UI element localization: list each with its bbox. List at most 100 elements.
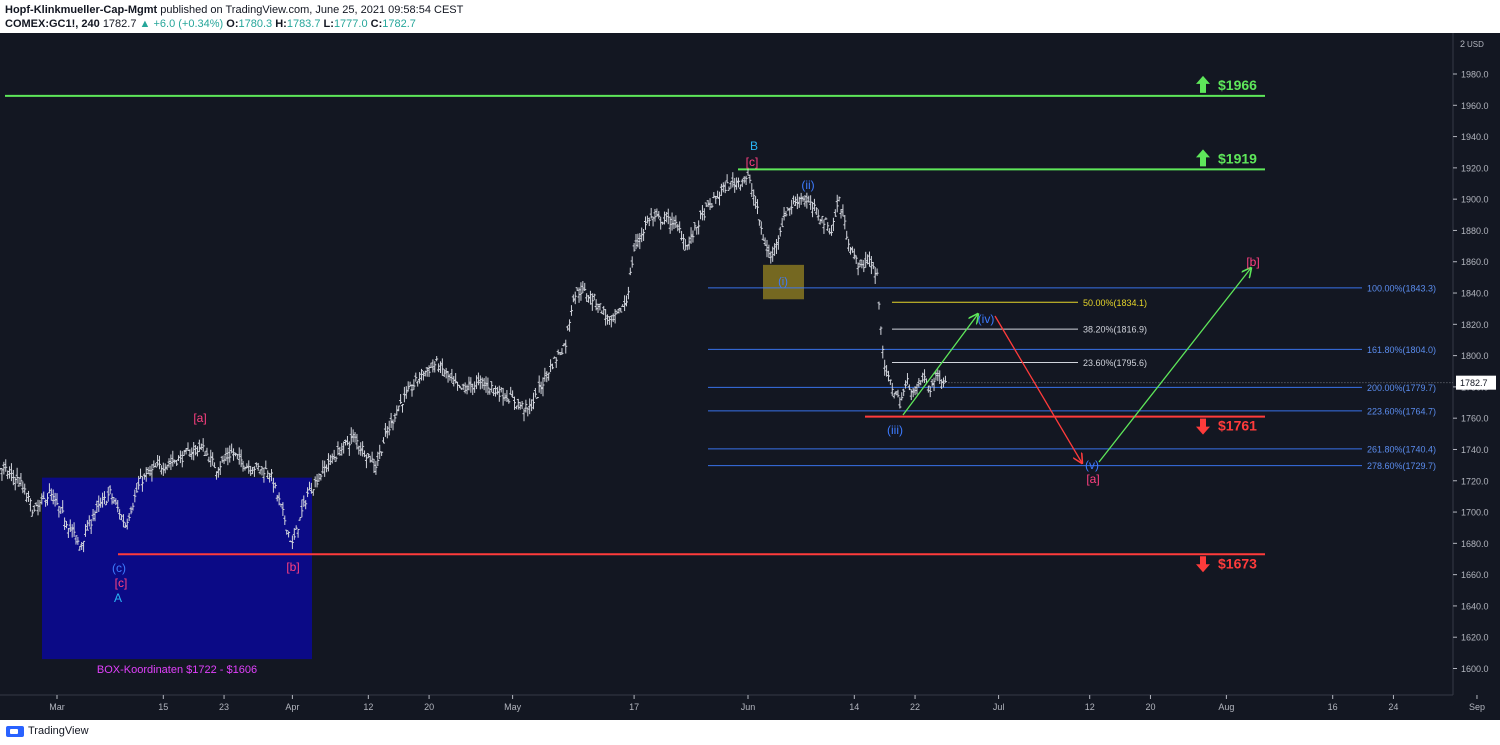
price-tick-label: 1600.0: [1461, 664, 1489, 674]
symbol-label: COMEX:GC1!, 240: [5, 18, 100, 30]
close-value: 1782.7: [382, 18, 416, 30]
price-level-label: $1673: [1218, 555, 1257, 571]
fib-level-label: 200.00%(1779.7): [1367, 383, 1436, 393]
time-tick-label: May: [504, 702, 522, 712]
time-tick-label: 23: [219, 702, 229, 712]
chart-header: Hopf-Klinkmueller-Cap-Mgmt published on …: [0, 0, 1500, 33]
projection-arrow: [994, 315, 1082, 463]
time-tick-label: Apr: [285, 702, 299, 712]
price-tick-label: 1720.0: [1461, 476, 1489, 486]
publisher-line: Hopf-Klinkmueller-Cap-Mgmt published on …: [5, 4, 463, 16]
box-label: BOX-Koordinaten $1722 - $1606: [97, 664, 257, 676]
time-tick-label: 12: [363, 702, 373, 712]
projection-arrow: [1098, 268, 1251, 463]
candles-group: [0, 168, 947, 553]
chart-area[interactable]: 1600.0 1620.0 1640.0 1660.0 1680.0 1700.0 1720…: [0, 33, 1500, 720]
price-level-label: $1761: [1218, 418, 1257, 434]
time-tick-label: 14: [849, 702, 859, 712]
price-tick-label: 1680.0: [1461, 539, 1489, 549]
price-tick-label: 1900.0: [1461, 195, 1489, 205]
symbol-line: COMEX:GC1!, 240 1782.7 ▲ +6.0 (+0.34%) O…: [5, 18, 416, 30]
wave-label: B: [750, 139, 758, 153]
price-tick-label: 1980.0: [1461, 70, 1489, 80]
fib-level-label: 261.80%(1740.4): [1367, 444, 1436, 454]
price-tick-label: 1880.0: [1461, 226, 1489, 236]
wave-label: [c]: [746, 155, 759, 169]
time-tick-label: 15: [158, 702, 168, 712]
price-change: +6.0 (+0.34%): [153, 18, 224, 30]
close-label: C:: [370, 18, 383, 30]
last-price: 1782.7: [102, 18, 137, 30]
low-value: 1777.0: [333, 18, 368, 30]
wave-label: [b]: [1246, 255, 1259, 269]
time-tick-label: 12: [1085, 702, 1095, 712]
tradingview-icon: [6, 725, 24, 737]
last-price-label: 1782.7: [1460, 378, 1488, 388]
price-chart[interactable]: 1600.01620.01640.01660.01680.01700.01720…: [0, 33, 1500, 720]
wave-label: (iv): [978, 312, 995, 326]
price-tick-label: 1840.0: [1461, 289, 1489, 299]
price-level-label: $1919: [1218, 150, 1257, 166]
projection-arrow: [902, 314, 978, 416]
wave-label: (iii): [887, 423, 903, 437]
fib-level-label: 161.80%(1804.0): [1367, 345, 1436, 355]
low-label: L:: [323, 18, 334, 30]
wave-i-label: (i): [778, 276, 788, 288]
time-tick-label: 16: [1328, 702, 1338, 712]
price-axis-scale-icon: 2: [1460, 39, 1465, 49]
price-tick-label: 1760.0: [1461, 414, 1489, 424]
fib-level-label: 278.60%(1729.7): [1367, 461, 1436, 471]
time-tick-label: 22: [910, 702, 920, 712]
time-tick-label: 17: [629, 702, 639, 712]
wave-label: [c]: [115, 576, 128, 590]
up-arrow-icon: [1196, 75, 1210, 93]
wave-label: [a]: [1086, 472, 1099, 486]
price-tick-label: 1920.0: [1461, 163, 1489, 173]
price-tick-label: 1960.0: [1461, 101, 1489, 111]
wave-label: [b]: [286, 560, 299, 574]
fib-level-label: 100.00%(1843.3): [1367, 283, 1436, 293]
wave-label: A: [114, 591, 122, 605]
price-tick-label: 1640.0: [1461, 601, 1489, 611]
chart-footer: TradingView: [0, 720, 1500, 745]
down-arrow-icon: [1196, 556, 1210, 573]
time-tick-label: Mar: [49, 702, 65, 712]
wave-label: (c): [112, 561, 126, 575]
wave-label: (ii): [801, 178, 814, 192]
price-tick-label: 1860.0: [1461, 257, 1489, 267]
time-tick-label: 24: [1388, 702, 1398, 712]
tradingview-brand: TradingView: [28, 725, 89, 737]
down-arrow-icon: [1196, 418, 1210, 435]
high-value: 1783.7: [286, 18, 321, 30]
publisher-name[interactable]: Hopf-Klinkmueller-Cap-Mgmt: [5, 4, 158, 16]
time-tick-label: 20: [424, 702, 434, 712]
price-level-label: $1966: [1218, 77, 1257, 93]
price-tick-label: 1660.0: [1461, 570, 1489, 580]
wave-label: (v): [1085, 458, 1099, 472]
price-tick-label: 1800.0: [1461, 351, 1489, 361]
retracement-label: 23.60%(1795.6): [1083, 358, 1147, 368]
retracement-label: 38.20%(1816.9): [1083, 325, 1147, 335]
open-label: O:: [226, 18, 239, 30]
retracement-label: 50.00%(1834.1): [1083, 298, 1147, 308]
currency-label: USD: [1467, 40, 1484, 49]
time-tick-label: 20: [1145, 702, 1155, 712]
price-tick-label: 1820.0: [1461, 320, 1489, 330]
price-tick-label: 1940.0: [1461, 132, 1489, 142]
time-tick-label: Jun: [741, 702, 756, 712]
price-tick-label: 1700.0: [1461, 508, 1489, 518]
open-value: 1780.3: [238, 18, 273, 30]
price-tick-label: 1620.0: [1461, 633, 1489, 643]
time-tick-label: Aug: [1218, 702, 1234, 712]
wave-i-box: [763, 264, 804, 300]
fib-level-label: 223.60%(1764.7): [1367, 406, 1436, 416]
price-tick-label: 1740.0: [1461, 445, 1489, 455]
time-tick-label: Jul: [993, 702, 1005, 712]
wave-label: [a]: [193, 411, 206, 425]
up-arrow-icon: [1196, 149, 1210, 167]
last-price-badge: [1456, 375, 1496, 390]
up-arrow-icon: ▲: [139, 18, 151, 30]
time-tick-label: Sep: [1469, 702, 1485, 712]
tradingview-logo[interactable]: TradingView: [6, 725, 89, 737]
high-label: H:: [275, 18, 287, 30]
